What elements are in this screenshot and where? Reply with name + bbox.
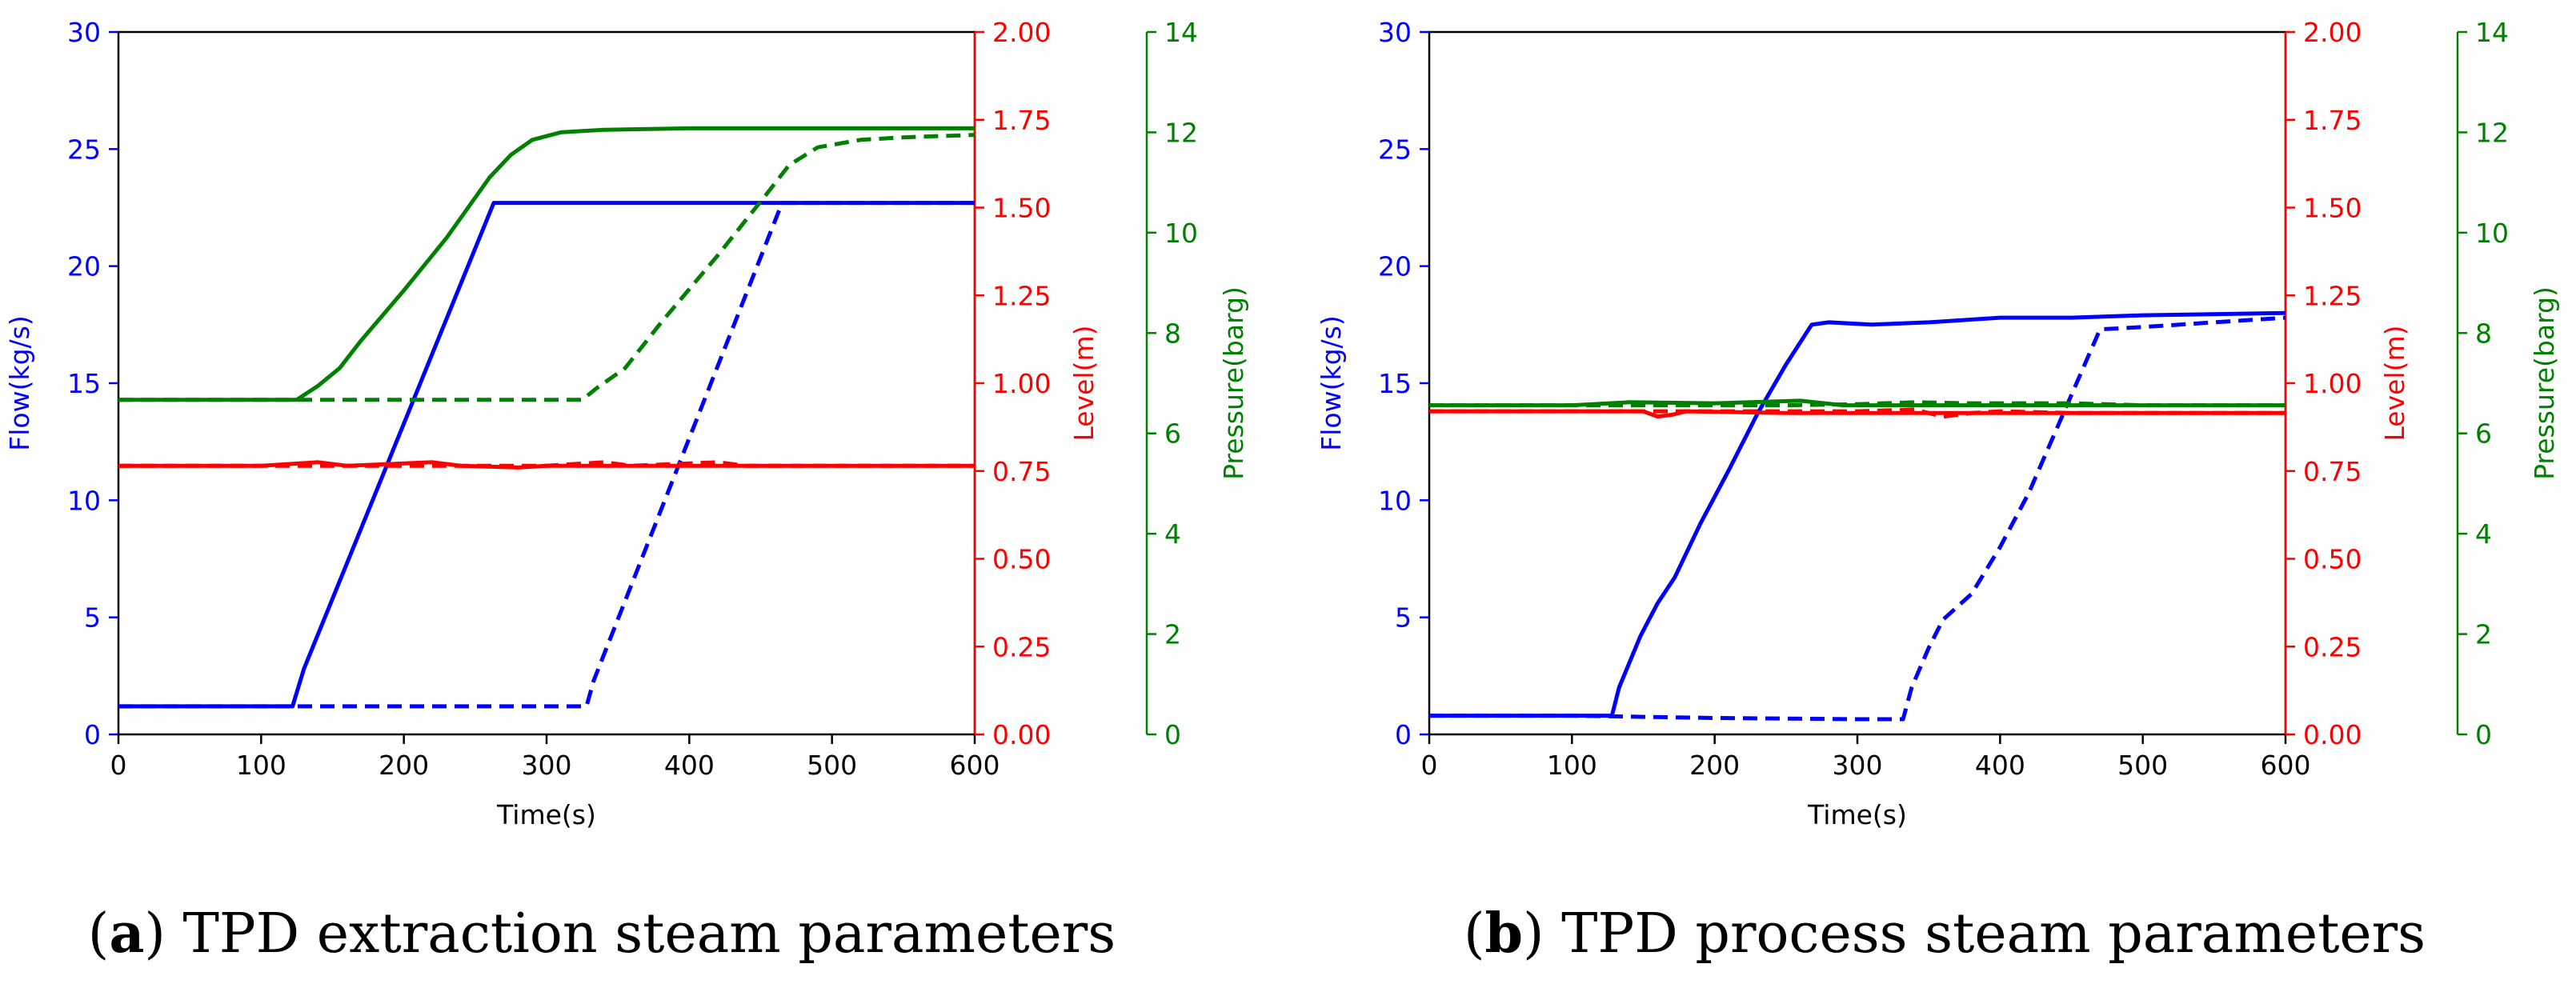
panel-a-flow-tick-label: 15 — [67, 368, 101, 399]
panel-b-level-tick-label: 1.75 — [2303, 105, 2362, 136]
panel-a-level-axis-label: Level(m) — [1068, 325, 1100, 441]
panel-b-x-tick-label: 500 — [2117, 750, 2168, 781]
panel-a-series-pressure-dashed — [118, 133, 975, 402]
caption-b-paren-open: ( — [1464, 902, 1485, 966]
panel-a-flow-tick-label: 25 — [67, 134, 101, 165]
panel-a-flow-axis-label: Flow(kg/s) — [4, 315, 35, 450]
panel-a-series-flow-dashed — [118, 201, 975, 709]
panel-a-pressure-tick-label: 10 — [1164, 218, 1198, 249]
caption-b-paren-close: ) — [1523, 902, 1561, 966]
panel-b-pressure-axis-label: Pressure(barg) — [2529, 286, 2560, 480]
panel-b-level-tick-label: 2.00 — [2303, 17, 2362, 48]
panel-a-level-tick-label: 1.25 — [992, 280, 1051, 311]
panel-b-flow-tick-label: 15 — [1378, 368, 1412, 399]
panel-a-pressure-tick-label: 0 — [1164, 719, 1181, 750]
panel-a-level-tick-label: 1.50 — [992, 193, 1051, 224]
panel-a-pressure-tick-label: 8 — [1164, 318, 1181, 349]
panel-b-x-tick-label: 600 — [2261, 750, 2311, 781]
caption-a-paren-close: ) — [144, 902, 182, 966]
panel-a-flow-tick-label: 0 — [84, 719, 101, 750]
panel-a-level-tick-label: 0.50 — [992, 544, 1051, 575]
panel-b-level-tick-label: 0.75 — [2303, 456, 2362, 487]
panel-a-level-tick-label: 0.25 — [992, 631, 1051, 662]
panel-a-pressure-tick-label: 6 — [1164, 418, 1181, 450]
caption-b-label: b — [1484, 902, 1523, 966]
panel-a-pressure-tick-label: 4 — [1164, 518, 1181, 550]
panel-b-flow-tick-label: 20 — [1378, 251, 1412, 282]
panel-a-level-tick-label: 0.00 — [992, 719, 1051, 750]
panel-a-level-tick-label: 1.00 — [992, 368, 1051, 399]
panel-a-level-tick-label: 2.00 — [992, 17, 1051, 48]
panel-b-level-tick-label: 0.50 — [2303, 544, 2362, 575]
panel-b-x-axis-label: Time(s) — [1807, 799, 1907, 830]
panel-a-flow-tick-label: 20 — [67, 251, 101, 282]
panel-a-x-axis-label: Time(s) — [496, 799, 596, 830]
panel-b-level-tick-label: 0.00 — [2303, 719, 2362, 750]
panel-a-series-level-dashed — [118, 460, 975, 468]
panel-b-pressure-tick-label: 10 — [2475, 218, 2509, 249]
panel-b-flow-tick-label: 30 — [1378, 17, 1412, 48]
panel-a-series-pressure-solid — [118, 126, 975, 402]
panel-a-x-tick-label: 200 — [379, 750, 429, 781]
panel-b-flow-tick-label: 25 — [1378, 134, 1412, 165]
panel-b-series-flow-dashed — [1429, 315, 2286, 722]
panel-a-x-tick-label: 600 — [950, 750, 1000, 781]
panel-b-pressure-tick-label: 2 — [2475, 619, 2492, 650]
caption-a-paren-open: ( — [88, 902, 110, 966]
panel-a-flow-tick-label: 5 — [84, 602, 101, 634]
panel-a-flow-tick-label: 30 — [67, 17, 101, 48]
panel-a-x-tick-label: 0 — [110, 750, 127, 781]
panel-b-flow-axis-label: Flow(kg/s) — [1316, 315, 1347, 450]
caption-a-text: TPD extraction steam parameters — [183, 902, 1116, 966]
caption-b: (b) TPD process steam parameters — [1464, 902, 2426, 966]
panel-a-pressure-tick-label: 2 — [1164, 619, 1181, 650]
panel-b-flow-tick-label: 0 — [1395, 719, 1412, 750]
panel-b-plot-frame — [1428, 30, 2287, 736]
panel-b-x-tick-label: 100 — [1547, 750, 1597, 781]
panel-a-flow-tick-label: 10 — [67, 485, 101, 516]
panel-a-series-flow-solid — [118, 201, 975, 709]
panel-b-x-tick-label: 0 — [1421, 750, 1438, 781]
panel-a-x-tick-label: 400 — [664, 750, 715, 781]
panel-b-pressure-tick-label: 12 — [2475, 117, 2509, 148]
panel-b-level-tick-label: 0.25 — [2303, 631, 2362, 662]
chart-panel-a: 0 100 200 300 400 500 600Time(s)051015202530Fl… — [4, 17, 1249, 830]
panel-a-pressure-tick-label: 14 — [1164, 17, 1198, 48]
panel-b-level-tick-label: 1.00 — [2303, 368, 2362, 399]
panel-b-pressure-tick-label: 0 — [2475, 719, 2492, 750]
panel-b-flow-tick-label: 5 — [1395, 602, 1412, 634]
panel-b-series-level-dashed — [1429, 407, 2286, 419]
caption-a-label: a — [109, 902, 144, 966]
panel-b-level-axis-label: Level(m) — [2379, 325, 2410, 441]
panel-b-x-tick-label: 200 — [1689, 750, 1740, 781]
panel-a-x-tick-label: 100 — [236, 750, 286, 781]
chart-panel-b: 0 100 200 300 400 500 600Time(s)051015202530Fl… — [1316, 17, 2560, 830]
panel-a-pressure-tick-label: 12 — [1164, 117, 1198, 148]
caption-b-text: TPD process steam parameters — [1561, 902, 2426, 966]
panel-a-pressure-axis-label: Pressure(barg) — [1218, 286, 1249, 480]
panel-a-x-tick-label: 500 — [807, 750, 857, 781]
panel-b-level-tick-label: 1.50 — [2303, 193, 2362, 224]
panel-a-level-tick-label: 0.75 — [992, 456, 1051, 487]
panel-b-pressure-tick-label: 8 — [2475, 318, 2492, 349]
caption-a: (a) TPD extraction steam parameters — [88, 902, 1116, 966]
panel-b-flow-tick-label: 10 — [1378, 485, 1412, 516]
panel-a-level-tick-label: 1.75 — [992, 105, 1051, 136]
panel-b-pressure-tick-label: 6 — [2475, 418, 2492, 450]
panel-a-x-tick-label: 300 — [522, 750, 572, 781]
panel-b-series-flow-solid — [1429, 310, 2286, 718]
panel-b-series-pressure-dashed — [1429, 400, 2286, 408]
panel-b-x-tick-label: 400 — [1975, 750, 2025, 781]
panel-b-x-tick-label: 300 — [1833, 750, 1883, 781]
panel-b-level-tick-label: 1.25 — [2303, 280, 2362, 311]
panel-b-pressure-tick-label: 4 — [2475, 518, 2492, 550]
panel-b-pressure-tick-label: 14 — [2475, 17, 2509, 48]
